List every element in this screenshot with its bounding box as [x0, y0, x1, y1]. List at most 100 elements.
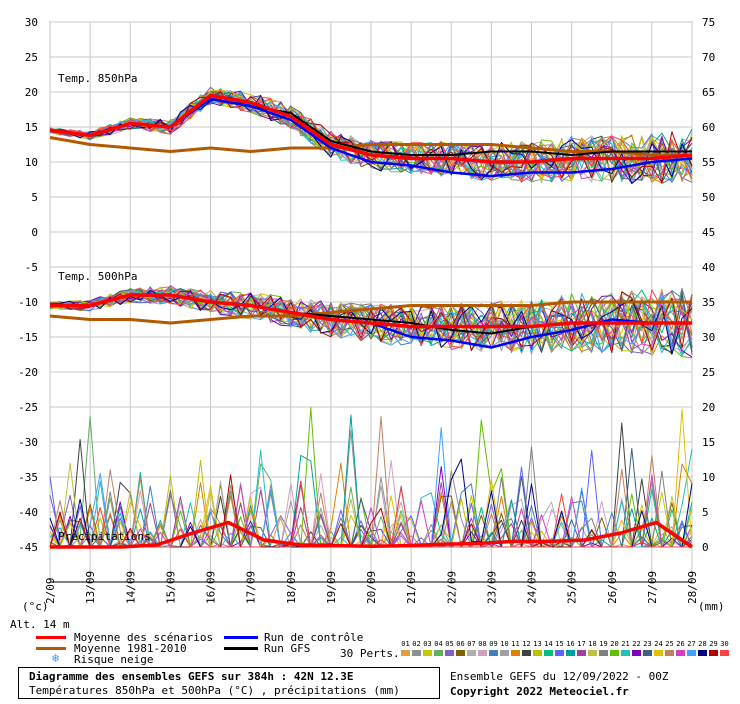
footer-subtitle: Températures 850hPa et 500hPa (°C) , pré… — [29, 684, 400, 697]
legend-label-mean: Moyenne des scénarios — [74, 631, 214, 644]
ensemble-member-line — [49, 91, 693, 184]
pert-key-item: 20 — [609, 640, 620, 660]
pert-key-label: 24 — [654, 640, 663, 648]
x-date-tick: 2/09 — [44, 578, 57, 605]
pert-key-item: 16 — [565, 640, 576, 660]
pert-key-label: 26 — [676, 640, 685, 648]
y-left-tick: -40 — [18, 506, 38, 519]
y-right-tick: 25 — [702, 366, 715, 379]
pert-key-item: 08 — [477, 640, 488, 660]
pert-key-item: 22 — [631, 640, 642, 660]
pert-key-item: 10 — [499, 640, 510, 660]
y-right-tick: 0 — [702, 541, 709, 554]
x-date-tick: 23/09 — [485, 571, 498, 604]
pert-key-item: 18 — [587, 640, 598, 660]
pert-key-item: 28 — [697, 640, 708, 660]
pert-key-label: 30 — [720, 640, 729, 648]
x-date-tick: 24/09 — [526, 571, 539, 604]
y-right-tick: 55 — [702, 156, 715, 169]
pert-key-swatch — [577, 650, 586, 656]
x-date-tick: 27/09 — [646, 571, 659, 604]
pert-key-label: 15 — [555, 640, 564, 648]
pert-key-item: 25 — [664, 640, 675, 660]
pert-key-swatch — [621, 650, 630, 656]
pert-key-item: 01 — [400, 640, 411, 660]
left-unit-label: (°c) — [22, 600, 49, 613]
pert-key-swatch — [665, 650, 674, 656]
y-right-tick: 65 — [702, 86, 715, 99]
x-date-tick: 16/09 — [205, 571, 218, 604]
pert-key-label: 01 — [401, 640, 410, 648]
ensemble-member-line — [49, 288, 693, 357]
precip-mean-line — [50, 520, 693, 549]
scenario-mean-line — [50, 293, 692, 329]
pert-key-swatch — [643, 650, 652, 656]
x-date-tick: 14/09 — [124, 571, 137, 604]
perts-label: 30 Perts. — [340, 647, 400, 660]
x-date-tick: 18/09 — [285, 571, 298, 604]
pert-key-item: 21 — [620, 640, 631, 660]
x-date-tick: 26/09 — [606, 571, 619, 604]
pert-key-swatch — [599, 650, 608, 656]
pert-key-item: 02 — [411, 640, 422, 660]
pert-key-item: 03 — [422, 640, 433, 660]
legend-swatch-climate — [36, 647, 66, 650]
y-right-tick: 40 — [702, 261, 715, 274]
pert-key-label: 22 — [632, 640, 641, 648]
x-date-tick: 25/09 — [566, 571, 579, 604]
footer-copyright: Copyright 2022 Meteociel.fr — [450, 685, 629, 698]
ensemble-member-line — [49, 89, 693, 182]
y-left-tick: -30 — [18, 436, 38, 449]
y-left-tick: -45 — [18, 541, 38, 554]
pert-key-item: 15 — [554, 640, 565, 660]
pert-key-label: 17 — [577, 640, 586, 648]
legend-swatch-mean — [36, 636, 66, 639]
snowflake-icon: ❄ — [52, 651, 60, 665]
pert-key-label: 05 — [445, 640, 454, 648]
pert-key-item: 26 — [675, 640, 686, 660]
pert-key-swatch — [445, 650, 454, 656]
legend-swatch-gfs — [224, 647, 258, 650]
climate-mean-line — [49, 300, 692, 325]
y-right-tick: 45 — [702, 226, 715, 239]
pert-key-item: 05 — [444, 640, 455, 660]
pert-key-item: 27 — [686, 640, 697, 660]
y-left-tick: -15 — [18, 331, 38, 344]
pert-key-swatch — [610, 650, 619, 656]
pert-key-swatch — [720, 650, 729, 656]
pert-key-label: 12 — [522, 640, 531, 648]
legend: Alt. 14 m Moyenne des scénarios Moyenne … — [0, 618, 740, 668]
pert-key-label: 29 — [709, 640, 718, 648]
pert-key-swatch — [401, 650, 410, 656]
climate-mean-line — [49, 136, 692, 157]
pert-key-label: 14 — [544, 640, 553, 648]
pert-key-label: 04 — [434, 640, 443, 648]
right-unit-label: (mm) — [698, 600, 725, 613]
y-right-tick: 35 — [702, 296, 715, 309]
x-date-tick: 21/09 — [405, 571, 418, 604]
pert-key-swatch — [511, 650, 520, 656]
panel-label: Temp. 500hPa — [58, 270, 137, 283]
x-date-tick: 15/09 — [164, 571, 177, 604]
y-left-tick: 25 — [25, 51, 38, 64]
pert-key-item: 19 — [598, 640, 609, 660]
perturbation-key: 01 02 03 04 05 06 07 08 09 10 11 12 13 14 15 16 17 18 19 20… — [400, 640, 732, 660]
y-right-tick: 75 — [702, 16, 715, 29]
pert-key-label: 11 — [511, 640, 520, 648]
pert-key-swatch — [489, 650, 498, 656]
pert-key-swatch — [478, 650, 487, 656]
y-right-tick: 15 — [702, 436, 715, 449]
x-date-tick: 22/09 — [445, 571, 458, 604]
pert-key-swatch — [456, 650, 465, 656]
footer-title: Diagramme des ensembles GEFS sur 384h : … — [29, 670, 354, 683]
pert-key-item: 24 — [653, 640, 664, 660]
pert-key-swatch — [588, 650, 597, 656]
pert-key-item: 07 — [466, 640, 477, 660]
pert-key-label: 23 — [643, 640, 652, 648]
pert-key-swatch — [412, 650, 421, 656]
legend-label-gfs: Run GFS — [264, 642, 311, 655]
pert-key-swatch — [566, 650, 575, 656]
pert-key-label: 19 — [599, 640, 608, 648]
pert-key-swatch — [500, 650, 509, 656]
